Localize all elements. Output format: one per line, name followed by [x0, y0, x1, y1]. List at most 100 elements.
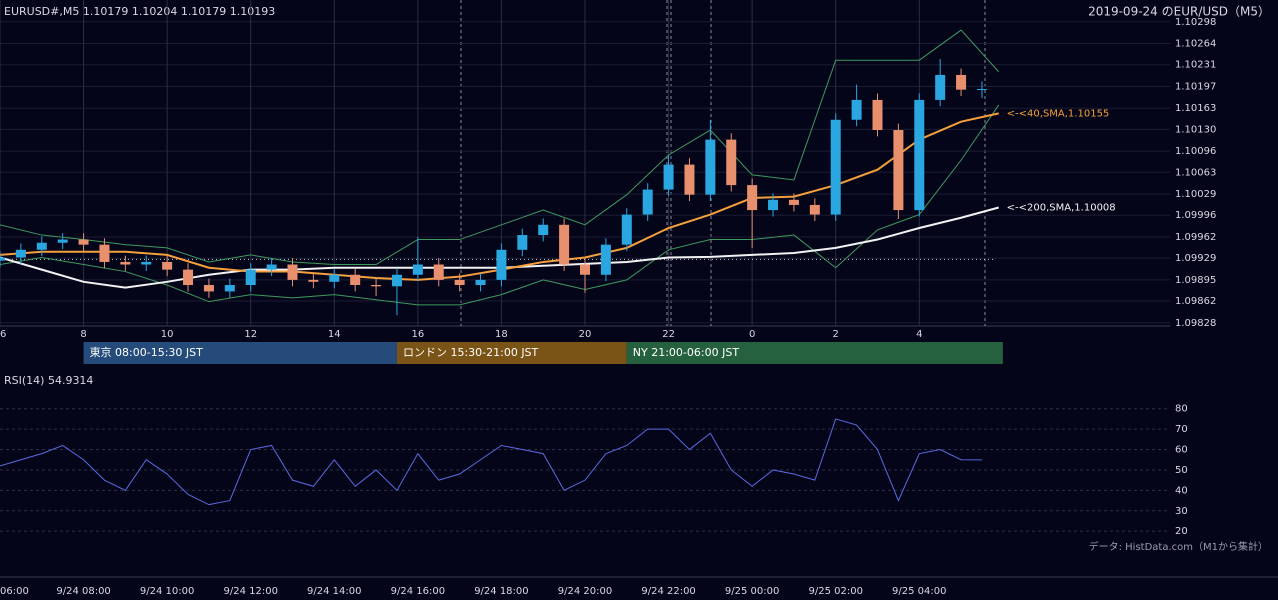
- candle-body: [809, 204, 820, 215]
- session-bar: [626, 342, 1003, 364]
- candle-body: [705, 139, 716, 195]
- session-label: NY 21:00-06:00 JST: [633, 346, 740, 359]
- x-tick-label: 16: [411, 329, 424, 340]
- y-tick-label: 1.10264: [1175, 39, 1216, 50]
- x-tick-label: 9/24 22:00: [641, 586, 695, 597]
- chart-subtitle: 2019-09-24 のEUR/USD（M5）: [1088, 5, 1270, 19]
- candle-body: [15, 249, 26, 258]
- candle-body: [517, 235, 528, 250]
- x-tick-label: 9/24 14:00: [307, 586, 361, 597]
- x-tick-label: 2: [833, 329, 839, 340]
- series-line: [0, 104, 1000, 306]
- x-tick-label: 9/24 10:00: [140, 586, 194, 597]
- y-tick-label: 1.10130: [1175, 124, 1216, 135]
- x-tick-label: 9/25 04:00: [892, 586, 946, 597]
- x-tick-label: 9/25 00:00: [725, 586, 779, 597]
- x-tick-label: 0: [749, 329, 755, 340]
- y-tick-label: 1.10029: [1175, 189, 1216, 200]
- y-tick-label: 60: [1175, 445, 1188, 456]
- candle-body: [830, 119, 841, 215]
- candle-body: [976, 89, 987, 91]
- x-tick-label: 12: [244, 329, 257, 340]
- candle-body: [642, 189, 653, 215]
- candle-body: [621, 214, 632, 245]
- y-tick-label: 1.10063: [1175, 167, 1216, 178]
- y-tick-label: 30: [1175, 506, 1188, 517]
- x-tick-label: 18: [495, 329, 508, 340]
- y-tick-label: 1.09828: [1175, 318, 1216, 329]
- x-tick-label: 9/24 16:00: [391, 586, 445, 597]
- x-tick-label: 6: [0, 329, 6, 340]
- rsi-title: RSI(14) 54.9314: [4, 374, 93, 387]
- x-tick-label: 8: [80, 329, 86, 340]
- candle-body: [203, 285, 214, 292]
- x-tick-label: 06:00: [0, 586, 29, 597]
- x-tick-label: 9/24 18:00: [474, 586, 528, 597]
- candle-body: [768, 199, 779, 211]
- x-tick-label: 9/24 12:00: [223, 586, 277, 597]
- line-label: <-<40,SMA,1.10155: [1007, 108, 1110, 119]
- session-label: ロンドン 15:30-21:00 JST: [403, 346, 539, 359]
- candle-body: [726, 139, 737, 186]
- chart-title: EURUSD#,M5 1.10179 1.10204 1.10179 1.101…: [4, 5, 275, 18]
- candle-body: [580, 264, 590, 275]
- candle-body: [36, 242, 47, 250]
- x-tick-label: 9/24 08:00: [56, 586, 110, 597]
- candle-body: [162, 261, 173, 270]
- candle-body: [684, 164, 695, 195]
- candle-body: [350, 274, 361, 286]
- candle-body: [183, 269, 194, 286]
- candle-body: [371, 285, 382, 287]
- y-tick-label: 1.10298: [1175, 17, 1216, 28]
- y-tick-label: 50: [1175, 465, 1188, 476]
- x-tick-label: 20: [579, 329, 592, 340]
- candle-body: [266, 264, 277, 270]
- candle-body: [0, 257, 5, 261]
- series-line: [0, 29, 1000, 266]
- candle-body: [496, 249, 507, 280]
- candle-body: [78, 239, 89, 245]
- candle-body: [308, 279, 319, 282]
- y-tick-label: 1.09929: [1175, 253, 1216, 264]
- y-tick-label: 1.09895: [1175, 275, 1216, 286]
- y-tick-label: 1.10096: [1175, 146, 1216, 157]
- candle-body: [559, 224, 570, 265]
- y-tick-label: 1.09862: [1175, 296, 1216, 307]
- candle-body: [935, 74, 946, 100]
- candle-body: [99, 244, 110, 262]
- x-tick-label: 10: [161, 329, 174, 340]
- y-tick-label: 1.10231: [1175, 60, 1216, 71]
- candle-body: [956, 74, 967, 90]
- candle-body: [57, 239, 68, 243]
- candle-body: [538, 224, 549, 236]
- candle-body: [329, 274, 340, 282]
- candle-body: [120, 261, 131, 265]
- series-line: [0, 418, 982, 506]
- x-tick-label: 4: [916, 329, 922, 340]
- candle-body: [914, 99, 925, 211]
- candle-body: [141, 261, 152, 265]
- y-tick-label: 70: [1175, 424, 1188, 435]
- x-tick-label: 22: [662, 329, 675, 340]
- candle-body: [747, 185, 758, 211]
- y-tick-label: 1.10163: [1175, 103, 1216, 114]
- y-tick-label: 80: [1175, 404, 1188, 415]
- session-bar: [83, 342, 397, 364]
- credit: データ: HistData.com（M1から集計）: [1089, 540, 1268, 553]
- y-tick-label: 1.09962: [1175, 232, 1216, 243]
- candle-body: [600, 244, 611, 275]
- y-tick-label: 40: [1175, 485, 1188, 496]
- candle-body: [412, 264, 423, 275]
- y-tick-label: 20: [1175, 526, 1188, 537]
- session-label: 東京 08:00-15:30 JST: [90, 345, 204, 359]
- y-tick-label: 1.10197: [1175, 81, 1216, 92]
- candle-body: [872, 99, 883, 131]
- candle-body: [851, 99, 862, 120]
- y-tick-label: 1.09996: [1175, 210, 1216, 221]
- x-tick-label: 9/24 20:00: [558, 586, 612, 597]
- line-label: <-<200,SMA,1.10008: [1007, 203, 1116, 214]
- candle-body: [224, 285, 235, 292]
- session-bar: [396, 342, 627, 364]
